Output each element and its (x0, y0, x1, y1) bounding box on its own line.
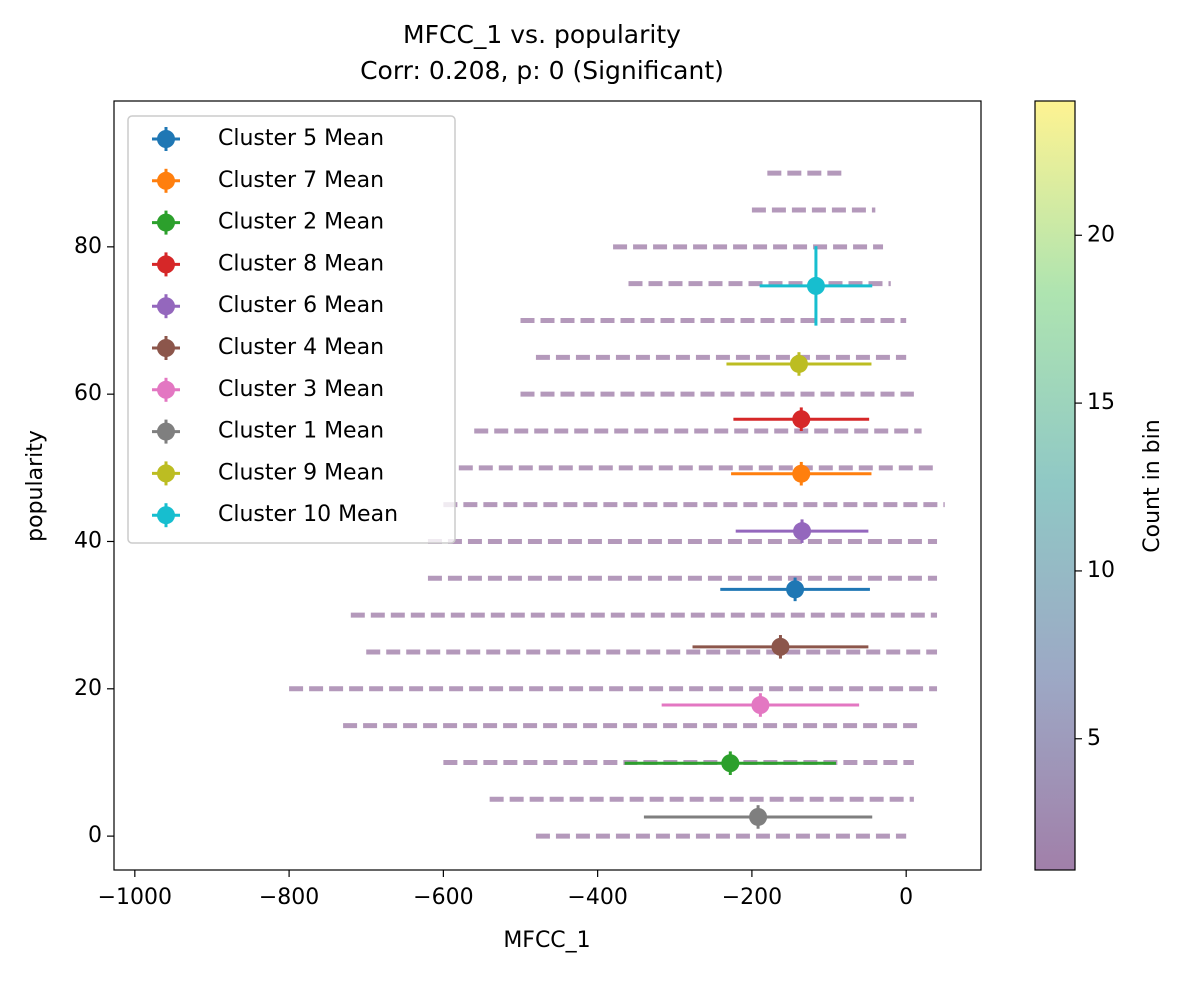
legend-marker (157, 506, 175, 525)
x-tick-label: −800 (259, 885, 319, 910)
legend-label: Cluster 3 Mean (218, 377, 384, 402)
colorbar (1034, 100, 1076, 871)
legend-marker (157, 130, 175, 148)
legend-marker (157, 171, 175, 190)
legend-label: Cluster 8 Mean (218, 251, 384, 276)
legend-marker (157, 380, 175, 399)
cluster-mean (793, 522, 812, 541)
cluster-mean (792, 464, 811, 483)
y-axis-label: popularity (23, 430, 48, 542)
y-tick-label: 0 (88, 823, 102, 848)
y-tick-label: 40 (74, 528, 102, 553)
legend-label: Cluster 6 Mean (218, 293, 384, 318)
x-tick-label: 0 (899, 885, 913, 910)
cluster-mean (789, 354, 808, 373)
y-tick-label: 20 (74, 676, 102, 701)
colorbar-tick-label: 20 (1087, 222, 1115, 247)
legend-marker (157, 422, 175, 441)
legend-label: Cluster 9 Mean (218, 460, 384, 485)
x-tick-label: −200 (722, 885, 782, 910)
legend-label: Cluster 5 Mean (218, 126, 384, 151)
colorbar-label: Count in bin (1140, 419, 1165, 552)
x-tick-label: −400 (567, 885, 627, 910)
y-tick-label: 60 (74, 381, 102, 406)
legend-marker (157, 464, 175, 483)
y-tick-label: 80 (74, 234, 102, 259)
colorbar-tick-label: 15 (1087, 390, 1115, 415)
legend-label: Cluster 2 Mean (218, 210, 384, 235)
cluster-mean (771, 637, 790, 656)
cluster-mean (792, 410, 811, 429)
x-tick-label: −1000 (98, 885, 172, 910)
cluster-mean (786, 580, 805, 599)
chart-title: MFCC_1 vs. popularity (403, 20, 681, 49)
colorbar-tick-label: 5 (1087, 726, 1101, 751)
legend-marker (157, 213, 175, 232)
x-axis-label: MFCC_1 (503, 928, 590, 953)
legend-marker (157, 255, 175, 274)
legend-label: Cluster 4 Mean (218, 335, 384, 360)
legend-label: Cluster 10 Mean (218, 502, 398, 527)
plot-frame (113, 100, 982, 871)
legend-marker (157, 339, 175, 357)
legend-label: Cluster 1 Mean (218, 419, 384, 444)
legend-marker (157, 297, 175, 316)
legend-box (127, 115, 456, 544)
cluster-mean (751, 696, 770, 715)
legend-label: Cluster 7 Mean (218, 168, 384, 193)
chart-subtitle: Corr: 0.208, p: 0 (Significant) (360, 56, 724, 85)
cluster-mean (749, 807, 768, 826)
x-tick-label: −600 (413, 885, 473, 910)
colorbar-tick-label: 10 (1087, 558, 1115, 583)
cluster-mean (721, 754, 740, 773)
cluster-mean (806, 276, 825, 295)
